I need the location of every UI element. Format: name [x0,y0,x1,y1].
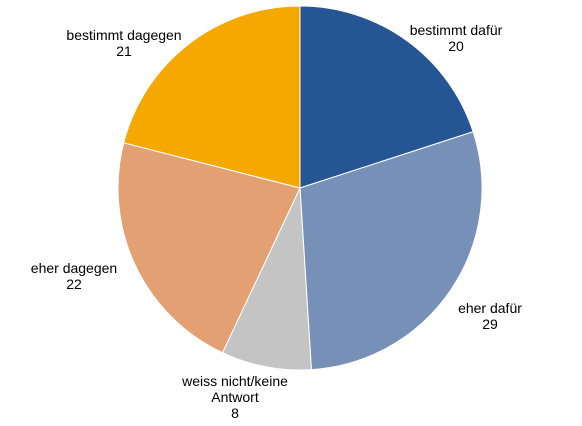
slice-label-line: bestimmt dafür [410,22,503,38]
pie-slice [221,187,312,371]
slice-label-line: eher dagegen [31,260,117,276]
slice-label: bestimmt dagegen 21 [66,27,181,59]
slice-value: 8 [231,405,239,421]
slice-label: eher dagegen 22 [31,260,117,292]
pie-slice [123,5,301,189]
slice-label: weiss nicht/keine Antwort 8 [181,373,288,421]
slice-labels: bestimmt dafür 20 eher dafür 29 weiss nicht/… [31,22,522,421]
pie-slice [299,131,483,371]
slice-label-line: eher dafür [458,300,522,316]
slice-label-line: Antwort [211,389,259,405]
pie-slice [117,142,301,354]
slice-label: eher dafür 29 [458,300,522,332]
slice-value: 22 [66,276,82,292]
pie-slice [299,5,474,189]
slice-value: 29 [482,316,498,332]
slice-value: 20 [448,38,464,54]
slice-label-line: weiss nicht/keine [181,373,288,389]
pie-slices [117,5,483,371]
slice-label: bestimmt dafür 20 [410,22,503,54]
slice-label-line: bestimmt dagegen [66,27,181,43]
slice-value: 21 [116,43,132,59]
